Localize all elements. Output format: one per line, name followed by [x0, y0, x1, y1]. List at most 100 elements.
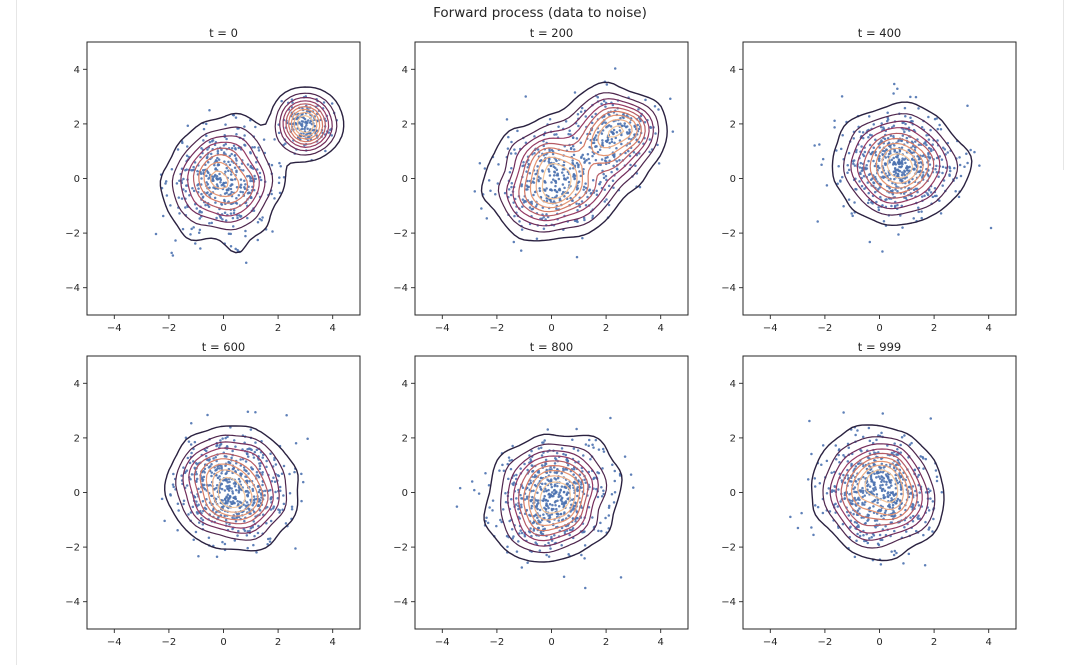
scatter-point [500, 520, 503, 524]
scatter-point [542, 490, 546, 493]
scatter-point [236, 500, 239, 503]
subplot-title: t = 800 [530, 340, 573, 354]
scatter-point [201, 478, 205, 481]
scatter-point [866, 541, 869, 545]
scatter-point [872, 159, 875, 163]
scatter-point [554, 503, 557, 507]
scatter-point [206, 155, 209, 159]
scatter-point [873, 498, 877, 502]
scatter-point [290, 507, 294, 511]
scatter-point [611, 179, 615, 182]
scatter-point [245, 452, 249, 455]
scatter-point [231, 492, 235, 495]
scatter-point [637, 152, 641, 155]
scatter-point [816, 505, 820, 509]
scatter-point [843, 491, 847, 495]
y-tick-label: −4 [393, 283, 408, 294]
scatter-point [929, 149, 933, 153]
scatter-point [544, 458, 548, 462]
scatter-point [880, 431, 883, 435]
scatter-point [888, 480, 892, 484]
scatter-point [562, 467, 565, 470]
scatter-point [261, 216, 264, 219]
scatter-point [546, 499, 550, 503]
scatter-point [565, 493, 568, 496]
scatter-point [514, 152, 517, 155]
scatter-point [858, 166, 862, 169]
scatter-point [607, 184, 611, 188]
contour-level [835, 448, 923, 534]
scatter-point [903, 173, 907, 177]
contour-level [512, 455, 594, 542]
scatter-point [233, 166, 237, 169]
contour-level [187, 100, 330, 217]
scatter-point [582, 188, 585, 191]
contour-level [205, 463, 259, 517]
scatter-point [529, 527, 532, 530]
scatter-point [218, 444, 222, 447]
scatter-point [899, 475, 902, 479]
scatter-point [863, 500, 867, 504]
scatter-point [861, 153, 865, 156]
scatter-point [875, 519, 879, 522]
scatter-point [580, 483, 583, 486]
scatter-point [233, 539, 237, 542]
scatter-point [554, 184, 557, 188]
scatter-point [922, 533, 925, 537]
scatter-point [927, 138, 931, 141]
scatter-point [841, 522, 845, 526]
scatter-point [241, 190, 245, 194]
scatter-point [825, 492, 829, 495]
scatter-point [867, 136, 870, 139]
scatter-point [260, 496, 263, 499]
scatter-point [591, 154, 594, 158]
scatter-point [888, 503, 891, 506]
scatter-point [253, 174, 256, 178]
scatter-point [229, 173, 233, 176]
scatter-point [583, 478, 586, 481]
y-tick-label: −4 [393, 597, 408, 608]
scatter-point [232, 439, 236, 442]
scatter-point [574, 520, 577, 523]
scatter-point [825, 459, 829, 463]
scatter-point [239, 458, 242, 461]
scatter-point [927, 115, 930, 119]
scatter-point [559, 512, 563, 516]
scatter-point [596, 96, 600, 99]
scatter-point [282, 175, 286, 179]
scatter-point [612, 186, 615, 190]
scatter-point [214, 497, 218, 501]
scatter-point [590, 115, 594, 118]
scatter-point [520, 505, 523, 509]
scatter-point [255, 474, 258, 477]
scatter-point [197, 555, 200, 558]
scatter-point [200, 147, 203, 150]
scatter-point [892, 553, 896, 557]
contour-level [829, 443, 929, 541]
scatter-point [258, 176, 262, 179]
scatter-point [511, 537, 514, 540]
scatter-point [902, 192, 906, 195]
scatter-point [582, 185, 586, 189]
scatter-point [542, 497, 546, 500]
scatter-point [853, 490, 856, 494]
scatter-point [883, 496, 887, 499]
scatter-point [243, 125, 246, 128]
x-tick-label: −2 [162, 323, 177, 334]
scatter-point [230, 456, 233, 460]
scatter-point [244, 261, 248, 265]
scatter-point [577, 124, 580, 128]
scatter-point [525, 184, 528, 187]
scatter-point [900, 492, 903, 496]
scatter-point [236, 216, 239, 220]
scatter-point [603, 200, 606, 203]
scatter-point [208, 483, 212, 487]
scatter-point [215, 175, 219, 178]
scatter-point [872, 505, 875, 508]
scatter-point [890, 550, 893, 553]
scatter-point [506, 545, 509, 549]
scatter-point [891, 503, 895, 507]
x-tick-label: 2 [275, 637, 281, 648]
scatter-point [197, 503, 200, 506]
scatter-point [557, 495, 560, 499]
